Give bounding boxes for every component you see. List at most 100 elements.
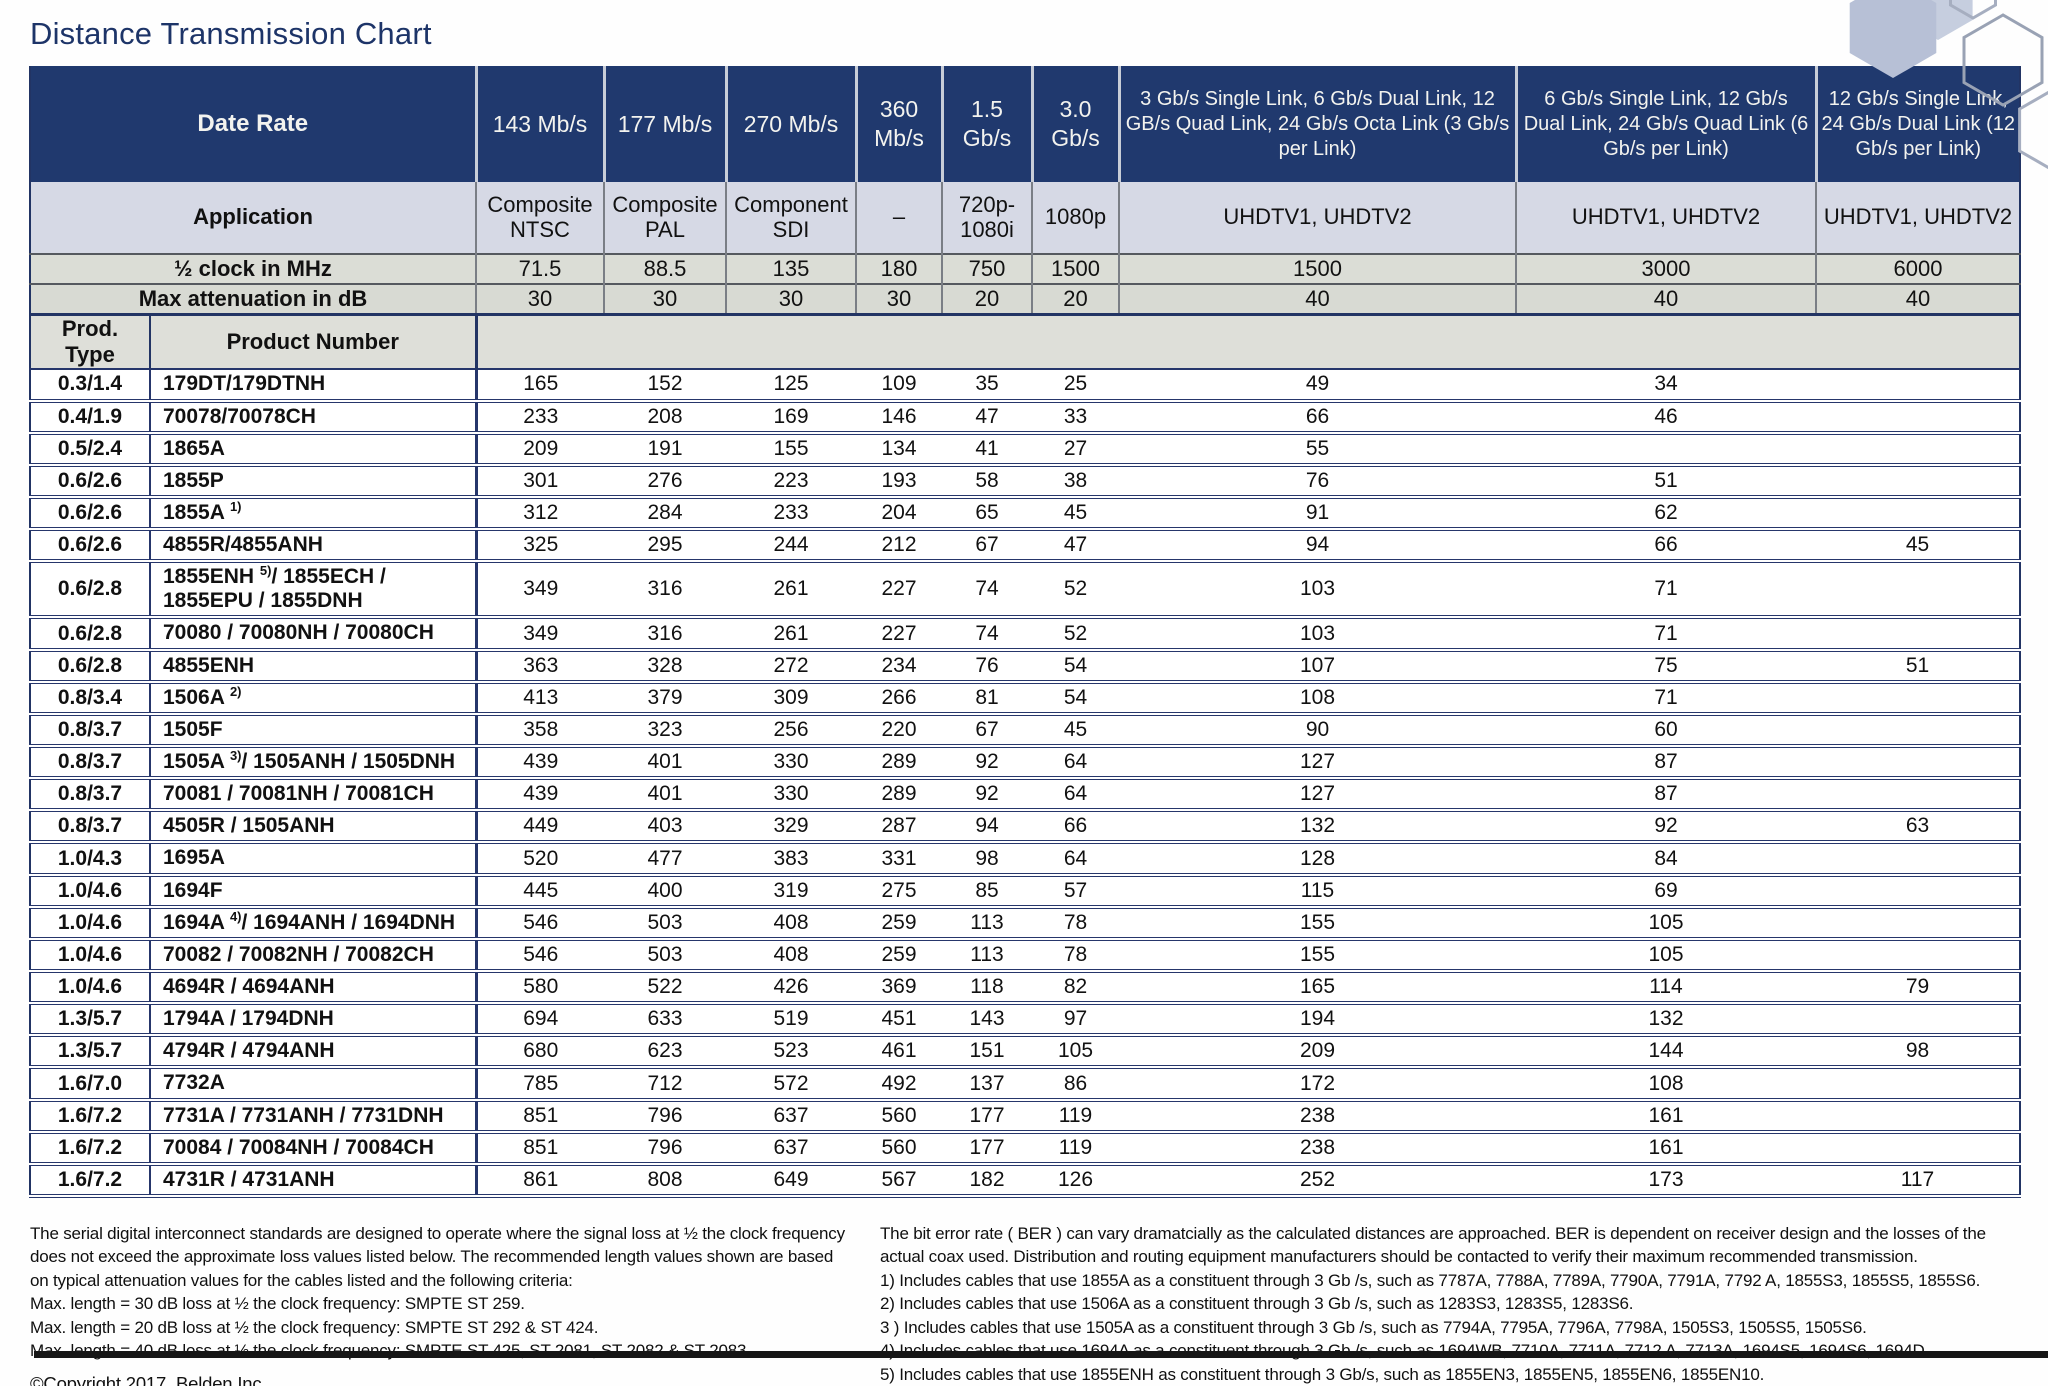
distance-value-cell: 108 bbox=[1516, 1067, 1816, 1102]
distance-value-cell: 127 bbox=[1119, 746, 1516, 781]
table-row: 0.6/2.8 70080 / 70080NH / 70080CH 349 316 26… bbox=[30, 617, 2020, 652]
table-row: 1.6/7.2 70084 / 70084NH / 70084CH 851 796 63… bbox=[30, 1131, 2020, 1166]
distance-value-cell: 98 bbox=[942, 842, 1032, 877]
max-attenuation-cell: 20 bbox=[1031, 283, 1119, 314]
distance-value-cell: 49 bbox=[1119, 368, 1516, 403]
distance-value-cell: 261 bbox=[726, 561, 856, 620]
distance-value-cell: 172 bbox=[1119, 1067, 1516, 1102]
product-number-cell: 4855R/4855ANH bbox=[150, 529, 478, 564]
table-row: 1.0/4.6 4694R / 4694ANH 580 522 426 369 118 82 1… bbox=[30, 971, 2020, 1006]
distance-value-cell: 633 bbox=[604, 1003, 726, 1038]
rate-col-header: 270 Mb/s bbox=[724, 66, 856, 182]
distance-value-cell: 45 bbox=[1032, 713, 1119, 749]
table-row: 1.3/5.7 4794R / 4794ANH 680 623 523 461 151 105… bbox=[30, 1035, 2020, 1070]
prod-type-cell: 1.0/4.6 bbox=[30, 874, 151, 909]
numbered-footnote: 5) Includes cables that use 1855ENH as c… bbox=[880, 1364, 1765, 1384]
distance-value-cell bbox=[1816, 1131, 2020, 1166]
distance-value-cell bbox=[1816, 1067, 2020, 1102]
distance-value-cell: 165 bbox=[476, 368, 604, 403]
product-number-cell: 4731R / 4731ANH bbox=[150, 1163, 478, 1199]
distance-value-cell: 413 bbox=[476, 681, 604, 716]
distance-value-cell: 546 bbox=[476, 906, 604, 941]
distance-value-cell: 193 bbox=[856, 464, 942, 499]
distance-value-cell: 62 bbox=[1516, 496, 1816, 532]
distance-value-cell: 169 bbox=[726, 400, 856, 435]
distance-value-cell: 408 bbox=[726, 938, 856, 974]
distance-value-cell: 349 bbox=[476, 617, 604, 652]
table-row: 0.6/2.6 4855R/4855ANH 325 295 244 212 67 47 94 66… bbox=[30, 529, 2020, 564]
application-cell: Composite PAL bbox=[603, 182, 726, 254]
distance-value-cell: 45 bbox=[1032, 496, 1119, 532]
distance-value-cell: 256 bbox=[726, 713, 856, 749]
numbered-footnote: 3 ) Includes cables that use 1505A as a … bbox=[880, 1317, 1867, 1337]
distance-value-cell: 295 bbox=[604, 529, 726, 564]
distance-value-cell: 522 bbox=[604, 971, 726, 1006]
distance-value-cell: 363 bbox=[476, 649, 604, 684]
distance-value-cell: 851 bbox=[476, 1131, 604, 1166]
half-clock-cell: 1500 bbox=[1031, 253, 1119, 284]
distance-value-cell: 63 bbox=[1816, 810, 2020, 845]
distance-value-cell: 91 bbox=[1119, 496, 1516, 532]
distance-value-cell: 155 bbox=[726, 432, 856, 467]
application-cell: Component SDI bbox=[725, 182, 856, 254]
distance-value-cell: 155 bbox=[1119, 938, 1516, 974]
page-title: Distance Transmission Chart bbox=[30, 16, 432, 51]
table-row: 1.0/4.6 1694F 445 400 319 275 85 57 115 69 bbox=[30, 874, 2020, 909]
numbered-footnote: 2) Includes cables that use 1506A as a c… bbox=[880, 1294, 1634, 1314]
distance-value-cell: 45 bbox=[1816, 529, 2020, 564]
distance-value-cell: 238 bbox=[1119, 1099, 1516, 1134]
distance-value-cell: 503 bbox=[604, 906, 726, 941]
distance-value-cell: 144 bbox=[1516, 1035, 1816, 1070]
distance-value-cell: 134 bbox=[856, 432, 942, 467]
max-attenuation-cell: 30 bbox=[603, 283, 726, 314]
distance-value-cell: 114 bbox=[1516, 971, 1816, 1006]
distance-value-cell: 105 bbox=[1032, 1035, 1119, 1070]
distance-value-cell: 132 bbox=[1516, 1003, 1816, 1038]
distance-value-cell: 105 bbox=[1516, 938, 1816, 974]
distance-value-cell: 449 bbox=[476, 810, 604, 845]
distance-value-cell: 287 bbox=[856, 810, 942, 845]
distance-value-cell: 86 bbox=[1032, 1067, 1119, 1102]
distance-value-cell: 67 bbox=[942, 529, 1032, 564]
distance-value-cell: 637 bbox=[726, 1131, 856, 1166]
distance-value-cell bbox=[1816, 906, 2020, 941]
distance-value-cell: 319 bbox=[726, 874, 856, 909]
distance-value-cell: 108 bbox=[1119, 681, 1516, 716]
distance-value-cell: 312 bbox=[476, 496, 604, 532]
table-row: 0.4/1.9 70078/70078CH 233 208 169 146 47 33 66 46 bbox=[30, 400, 2020, 435]
distance-value-cell: 128 bbox=[1119, 842, 1516, 877]
distance-value-cell: 209 bbox=[1119, 1035, 1516, 1070]
half-clock-cell: 88.5 bbox=[603, 253, 726, 284]
distance-value-cell: 851 bbox=[476, 1099, 604, 1134]
table-row: 1.3/5.7 1794A / 1794DNH 694 633 519 451 143 97 1… bbox=[30, 1003, 2020, 1038]
distance-value-cell: 60 bbox=[1516, 713, 1816, 749]
distance-value-cell: 85 bbox=[942, 874, 1032, 909]
table-row: 0.6/2.6 1855A 1) 312 284 233 204 65 45 91 62 bbox=[30, 496, 2020, 532]
prod-type-cell: 1.6/7.2 bbox=[30, 1099, 151, 1134]
distance-value-cell: 276 bbox=[604, 464, 726, 499]
footnote-intro-right: The bit error rate ( BER ) can vary dram… bbox=[880, 1224, 1986, 1267]
max-attenuation-cell: 30 bbox=[855, 283, 942, 314]
distance-value-cell: 126 bbox=[1032, 1163, 1119, 1199]
distance-value-cell: 233 bbox=[476, 400, 604, 435]
distance-value-cell: 151 bbox=[942, 1035, 1032, 1070]
distance-value-cell: 275 bbox=[856, 874, 942, 909]
distance-value-cell: 94 bbox=[942, 810, 1032, 845]
distance-value-cell: 74 bbox=[942, 561, 1032, 620]
distance-value-cell: 328 bbox=[604, 649, 726, 684]
distance-value-cell: 66 bbox=[1516, 529, 1816, 564]
prod-type-cell: 1.6/7.2 bbox=[30, 1163, 151, 1199]
max-attenuation-cell: 20 bbox=[941, 283, 1032, 314]
distance-value-cell: 567 bbox=[856, 1163, 942, 1199]
prod-type-cell: 0.6/2.6 bbox=[30, 529, 151, 564]
max-attenuation-cell: 40 bbox=[1118, 283, 1516, 314]
distance-value-cell: 71 bbox=[1516, 681, 1816, 716]
distance-value-cell: 252 bbox=[1119, 1163, 1516, 1199]
prod-type-cell: 0.6/2.6 bbox=[30, 496, 151, 532]
distance-value-cell: 244 bbox=[726, 529, 856, 564]
distance-value-cell: 227 bbox=[856, 617, 942, 652]
max-attenuation-cell: 30 bbox=[475, 283, 604, 314]
distance-value-cell: 155 bbox=[1119, 906, 1516, 941]
application-cell: UHDTV1, UHDTV2 bbox=[1515, 182, 1816, 254]
distance-value-cell: 69 bbox=[1516, 874, 1816, 909]
